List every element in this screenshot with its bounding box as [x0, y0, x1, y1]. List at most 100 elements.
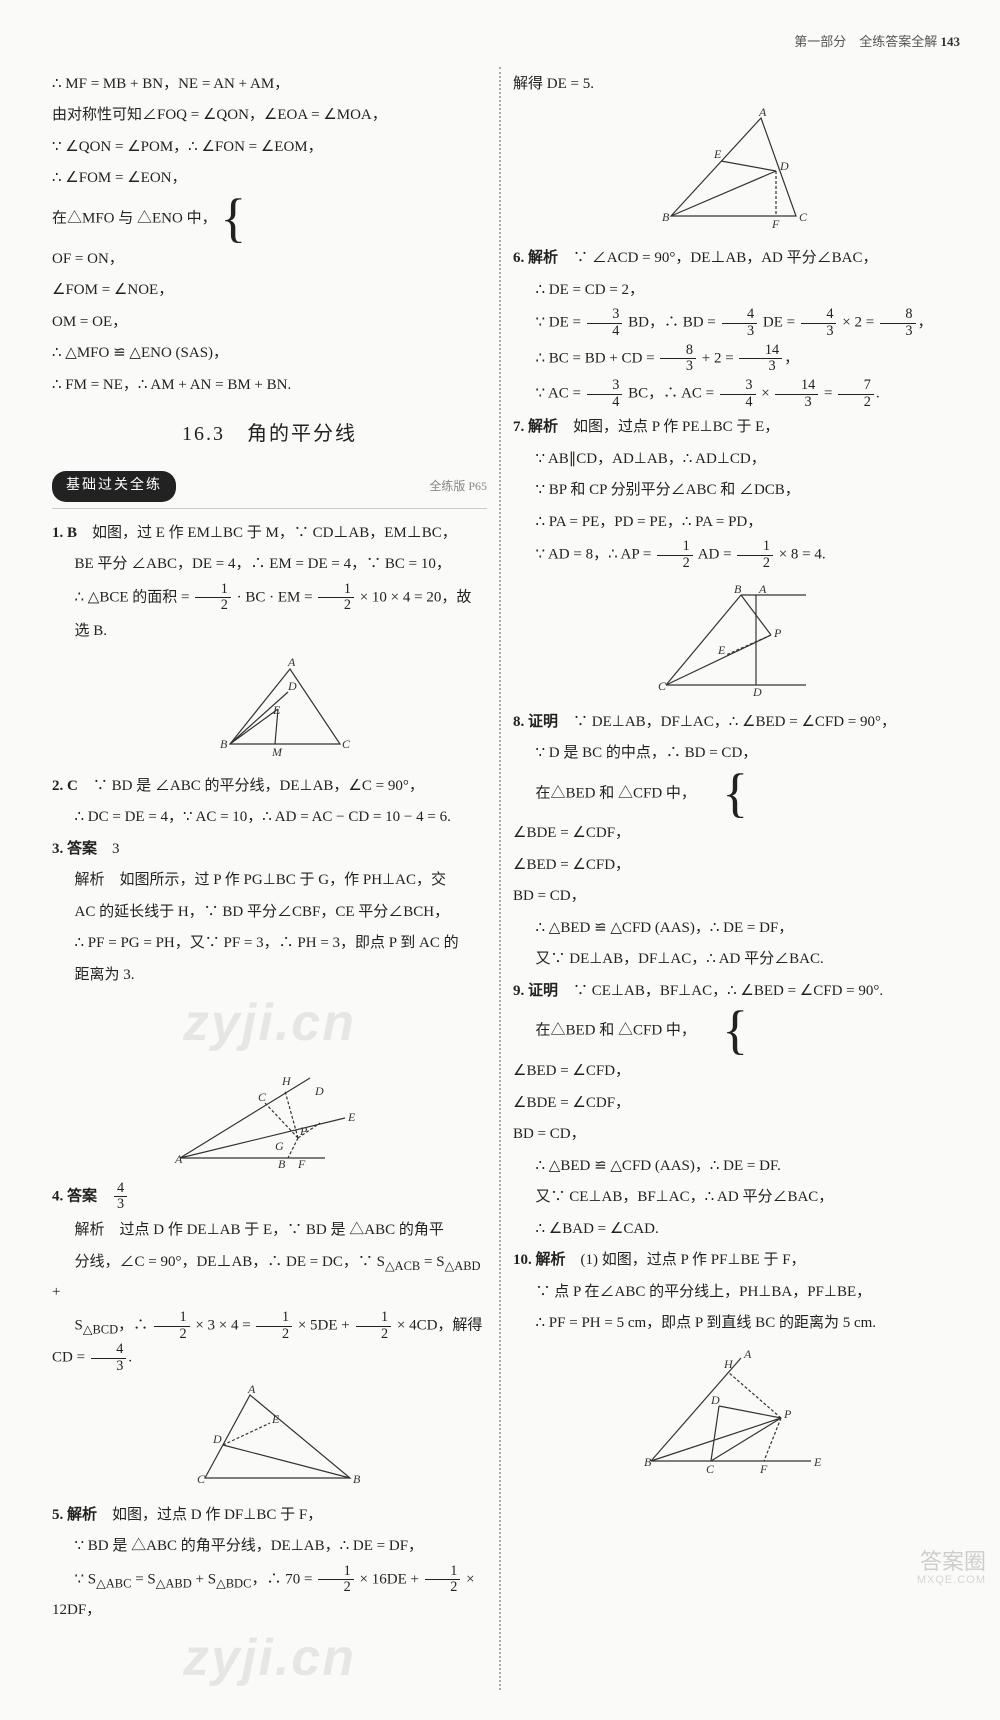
svg-text:A: A	[247, 1383, 256, 1396]
page-ref: 全练版 P65	[429, 475, 487, 498]
section-title: 16.3 角的平分线	[52, 415, 487, 453]
svg-text:E: E	[713, 147, 722, 161]
brace-system: {	[700, 1008, 750, 1054]
svg-text:C: C	[706, 1462, 715, 1476]
svg-text:M: M	[271, 745, 283, 759]
q6-line: ∴ BC = BD + CD = 83 + 2 = 143，	[513, 343, 948, 375]
q6-line: ∴ DE = CD = 2，	[513, 276, 948, 305]
svg-text:D: D	[314, 1084, 324, 1098]
svg-text:B: B	[644, 1455, 652, 1469]
svg-text:F: F	[759, 1462, 768, 1476]
q3-line: AC 的延长线于 H，∵ BD 平分∠CBF，CE 平分∠BCH，	[52, 898, 487, 927]
subsection-pill: 基础过关全练	[52, 471, 176, 502]
svg-text:E: E	[272, 703, 281, 717]
part-label: 第一部分 全练答案全解	[794, 34, 937, 49]
svg-text:G: G	[275, 1139, 284, 1153]
svg-text:B: B	[353, 1472, 361, 1486]
line: 在△MFO 与 △ENO 中， {	[52, 196, 487, 242]
q4-line: 分线，∠C = 90°，DE⊥AB，∴ DE = DC，∵ S△ACB = S△…	[52, 1248, 487, 1307]
brace-system: {	[220, 196, 248, 242]
q7-line: ∵ AB∥CD，AD⊥AB，∴ AD⊥CD，	[513, 445, 948, 474]
svg-text:C: C	[799, 210, 808, 224]
svg-text:A: A	[743, 1347, 752, 1361]
q1-line: ∴ △BCE 的面积 = 12 · BC · EM = 12 × 10 × 4 …	[52, 582, 487, 614]
line: ∴ MF = MB + BN，NE = AN + AM，	[52, 70, 487, 99]
q8-line: 8. 证明 ∵ DE⊥AB，DF⊥AC，∴ ∠BED = ∠CFD = 90°，	[513, 708, 948, 737]
svg-text:P: P	[783, 1407, 792, 1421]
svg-text:B: B	[734, 582, 742, 596]
q10-line: 10. 解析 (1) 如图，过点 P 作 PF⊥BE 于 F，	[513, 1246, 948, 1275]
q6-line: ∵ AC = 34 BC，∴ AC = 34 × 143 = 72.	[513, 378, 948, 410]
q7-line: ∴ PA = PE，PD = PE，∴ PA = PD，	[513, 508, 948, 537]
q5-line: 5. 解析 如图，过点 D 作 DF⊥BC 于 F，	[52, 1501, 487, 1530]
svg-text:E: E	[813, 1455, 822, 1469]
svg-text:D: D	[287, 679, 297, 693]
svg-text:B: B	[278, 1157, 286, 1171]
svg-text:D: D	[752, 685, 762, 699]
q10-line: ∵ 点 P 在∠ABC 的平分线上，PH⊥BA，PF⊥BE，	[513, 1278, 948, 1307]
page-header: 第一部分 全练答案全解 143	[40, 30, 960, 55]
q3-line: 解析 如图所示，过 P 作 PG⊥BC 于 G，作 PH⊥AC，交	[52, 866, 487, 895]
q3-line: 距离为 3.	[52, 961, 487, 990]
q8-line: ∴ △BED ≌ △CFD (AAS)，∴ DE = DF，	[513, 914, 948, 943]
svg-text:C: C	[342, 737, 351, 751]
line: 由对称性可知∠FOQ = ∠QON，∠EOA = ∠MOA，	[52, 101, 487, 130]
right-column: 解得 DE = 5. A E D B F C 6. 解析 ∵ ∠ACD = 90°，D…	[501, 67, 960, 1691]
svg-text:A: A	[758, 582, 767, 596]
svg-text:H: H	[723, 1357, 734, 1371]
line: ∵ ∠QON = ∠POM，∴ ∠FON = ∠EOM，	[52, 133, 487, 162]
q2-line: 2. C ∵ BD 是 ∠ABC 的平分线，DE⊥AB，∠C = 90°，	[52, 772, 487, 801]
svg-text:P: P	[299, 1124, 308, 1138]
svg-text:A: A	[287, 655, 296, 669]
svg-text:A: A	[174, 1152, 183, 1166]
line: ∴ ∠FOM = ∠EON，	[52, 164, 487, 193]
q6-line: 6. 解析 ∵ ∠ACD = 90°，DE⊥AB，AD 平分∠BAC，	[513, 244, 948, 273]
q5-diagram-right: A E D B F C	[646, 106, 816, 236]
q9-line: 又∵ CE⊥AB，BF⊥AC，∴ AD 平分∠BAC，	[513, 1183, 948, 1212]
q5-line: ∵ BD 是 △ABC 的角平分线，DE⊥AB，∴ DE = DF，	[52, 1532, 487, 1561]
left-brace-icon: {	[220, 196, 246, 242]
line: ∴ △MFO ≌ △ENO (SAS)，	[52, 339, 487, 368]
svg-text:B: B	[220, 737, 228, 751]
svg-text:A: A	[758, 106, 767, 119]
svg-text:E: E	[347, 1110, 356, 1124]
line: ∴ FM = NE，∴ AM + AN = BM + BN.	[52, 371, 487, 400]
q4-diagram: AE DCB	[175, 1383, 365, 1493]
q3-diagram: ABF CHD PEG	[170, 1063, 370, 1173]
q5-line: ∵ S△ABC = S△ABD + S△BDC，∴ 70 = 12 × 16DE…	[52, 1564, 487, 1625]
q2-line: ∴ DC = DE = 4，∵ AC = 10，∴ AD = AC − CD =…	[52, 803, 487, 832]
svg-text:D: D	[779, 159, 789, 173]
two-column-layout: ∴ MF = MB + BN，NE = AN + AM， 由对称性可知∠FOQ …	[40, 67, 960, 1691]
q9-line: 在△BED 和 △CFD 中， {	[513, 1008, 948, 1054]
q7-line: ∵ AD = 8，∴ AP = 12 AD = 12 × 8 = 4.	[513, 539, 948, 571]
q8-line: 又∵ DE⊥AB，DF⊥AC，∴ AD 平分∠BAC.	[513, 945, 948, 974]
q9-line: ∴ ∠BAD = ∠CAD.	[513, 1215, 948, 1244]
q10-diagram: AH D P B C F E	[636, 1346, 826, 1476]
q1-line: BE 平分 ∠ABC，DE = 4，∴ EM = DE = 4，∵ BC = 1…	[52, 550, 487, 579]
svg-text:C: C	[258, 1090, 267, 1104]
left-column: ∴ MF = MB + BN，NE = AN + AM， 由对称性可知∠FOQ …	[40, 67, 501, 1691]
q7-line: ∵ BP 和 CP 分别平分∠ABC 和 ∠DCB，	[513, 476, 948, 505]
svg-text:B: B	[662, 210, 670, 224]
svg-text:C: C	[658, 679, 667, 693]
q4-line: S△BCD，∴ 12 × 3 × 4 = 12 × 5DE + 12 × 4CD…	[52, 1310, 487, 1375]
page-number: 143	[941, 34, 961, 49]
q1-line: 1. B 如图，过 E 作 EM⊥BC 于 M，∵ CD⊥AB，EM⊥BC，	[52, 519, 487, 548]
svg-text:D: D	[710, 1393, 720, 1407]
q3-line: ∴ PF = PG = PH，又∵ PF = 3，∴ PH = 3，即点 P 到…	[52, 929, 487, 958]
left-brace-icon: {	[700, 1008, 748, 1054]
svg-text:F: F	[771, 217, 780, 231]
line: 解得 DE = 5.	[513, 70, 948, 99]
q1-line: 选 B.	[52, 617, 487, 646]
svg-text:E: E	[271, 1412, 280, 1426]
left-brace-icon: {	[700, 771, 748, 817]
svg-text:C: C	[197, 1472, 206, 1486]
q1-diagram: AD E B M C	[180, 654, 360, 764]
q9-line: ∴ △BED ≌ △CFD (AAS)，∴ DE = DF.	[513, 1152, 948, 1181]
q10-line: ∴ PF = PH = 5 cm，即点 P 到直线 BC 的距离为 5 cm.	[513, 1309, 948, 1338]
q8-line: 在△BED 和 △CFD 中， {	[513, 771, 948, 817]
q6-line: ∵ DE = 34 BD，∴ BD = 43 DE = 43 × 2 = 83，	[513, 307, 948, 339]
q3-line: 3. 答案 3	[52, 835, 487, 864]
divider	[52, 508, 487, 509]
svg-text:E: E	[717, 643, 726, 657]
